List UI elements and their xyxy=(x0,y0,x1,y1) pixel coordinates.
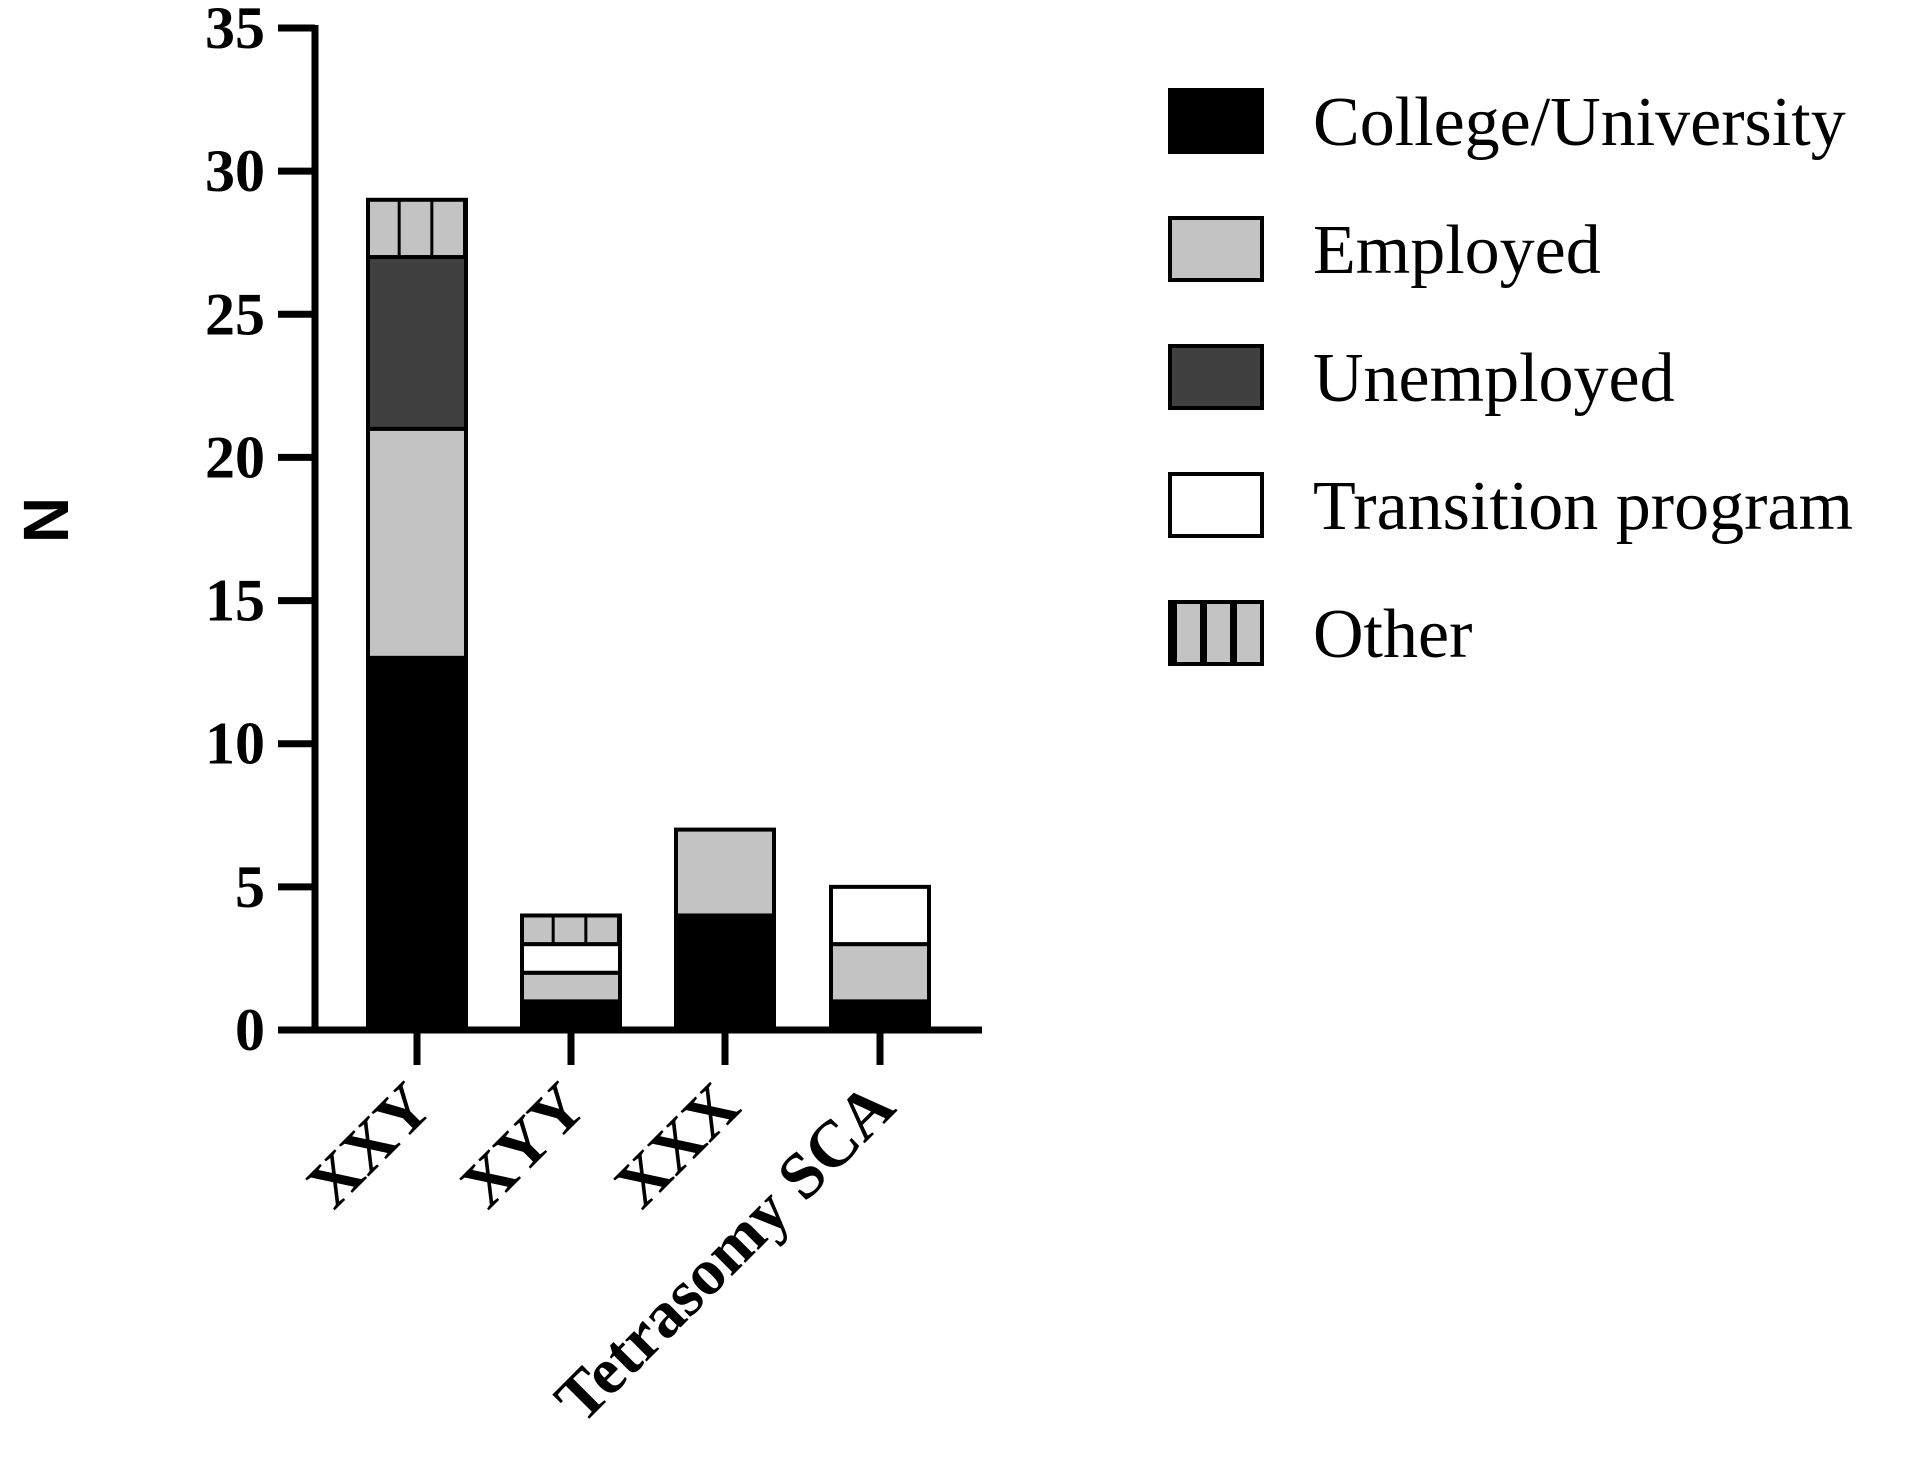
bar-segment-xxy-employed xyxy=(366,426,468,660)
y-tick-label-25: 25 xyxy=(205,281,265,347)
bar-stack-xxx xyxy=(674,827,776,1032)
y-tick-label-5: 5 xyxy=(235,854,265,920)
bar-segment-tetrasomy-sca-employed xyxy=(829,942,931,1004)
legend-swatch-employed xyxy=(1168,216,1264,282)
x-tick-label-xyy: XYY xyxy=(447,1069,600,1222)
y-tick-label-30: 30 xyxy=(205,138,265,204)
legend-item-other: Other xyxy=(1168,596,1472,673)
y-tick-label-35: 35 xyxy=(205,0,265,61)
bar-segment-xyy-transition-program xyxy=(520,942,622,975)
legend: College/University Employed Unemployed Tran… xyxy=(1168,84,1853,673)
bar-segment-xxx-college-university xyxy=(674,913,776,1032)
bar-segment-xyy-employed xyxy=(520,970,622,1004)
legend-item-college-university: College/University xyxy=(1168,84,1846,161)
legend-item-transition-program: Transition program xyxy=(1168,468,1853,545)
bar-segment-xxy-college-university xyxy=(366,655,468,1032)
legend-label-transition-program: Transition program xyxy=(1313,468,1853,545)
bar-segment-xxx-employed xyxy=(674,827,776,918)
legend-swatch-other xyxy=(1168,600,1264,666)
legend-label-college-university: College/University xyxy=(1313,84,1846,161)
legend-swatch-unemployed xyxy=(1168,344,1264,410)
y-tick-label-0: 0 xyxy=(235,997,265,1063)
y-tick-label-15: 15 xyxy=(205,568,265,634)
x-tick-label-xxy: XXY xyxy=(293,1069,446,1222)
y-axis-title: N xyxy=(10,497,82,543)
bar-segment-xyy-college-university xyxy=(520,999,622,1032)
y-tick-label-10: 10 xyxy=(205,711,265,777)
bar-segment-xxy-other xyxy=(366,197,468,260)
legend-item-employed: Employed xyxy=(1168,212,1601,289)
legend-swatch-college-university xyxy=(1168,88,1264,154)
y-tick-label-20: 20 xyxy=(205,424,265,490)
bar-segment-tetrasomy-sca-college-university xyxy=(829,999,931,1032)
bar-segment-xxy-unemployed xyxy=(366,255,468,431)
legend-label-employed: Employed xyxy=(1313,212,1601,289)
bar-segment-xyy-other xyxy=(520,913,622,947)
legend-swatch-transition-program xyxy=(1168,472,1264,538)
legend-label-other: Other xyxy=(1313,596,1472,673)
legend-item-unemployed: Unemployed xyxy=(1168,340,1675,417)
legend-label-unemployed: Unemployed xyxy=(1313,340,1675,417)
bars-layer xyxy=(366,197,931,1032)
bar-stack-xyy xyxy=(520,913,622,1032)
bar-stack-xxy xyxy=(366,197,468,1032)
bar-segment-tetrasomy-sca-transition-program xyxy=(829,884,931,947)
bar-stack-tetrasomy-sca xyxy=(829,884,931,1032)
